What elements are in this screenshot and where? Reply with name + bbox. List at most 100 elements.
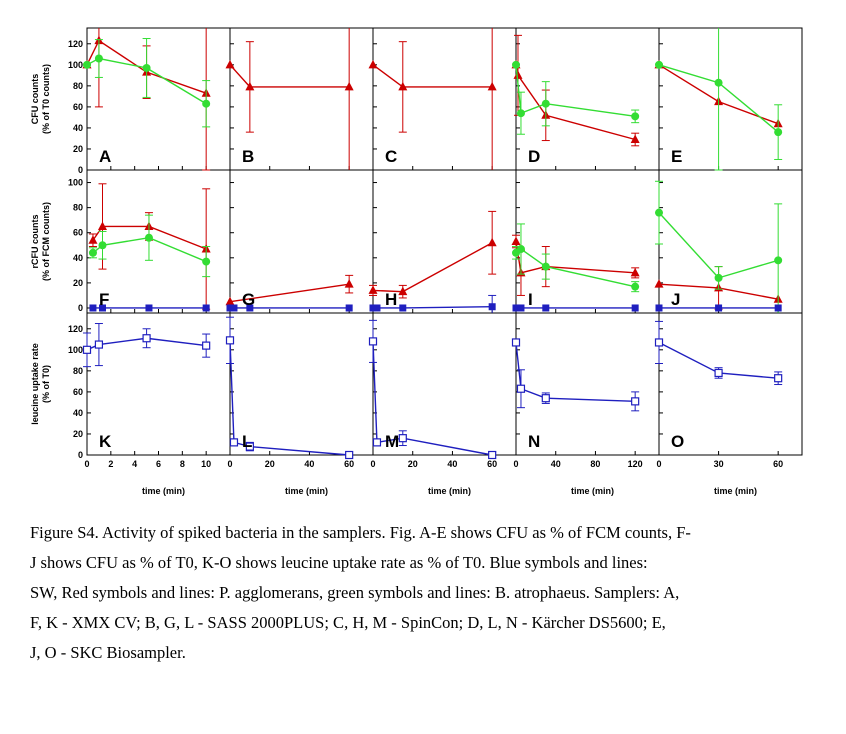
series-line-p-agglomerans <box>229 283 350 303</box>
data-point-sw <box>142 334 151 343</box>
y-axis-label: (% of FCM counts) <box>41 202 51 281</box>
data-point-sw <box>516 384 526 393</box>
figure-caption: Figure S4. Activity of spiked bacteria i… <box>30 518 830 668</box>
x-tick-label: 60 <box>344 459 354 469</box>
y-tick-label: 100 <box>68 345 83 355</box>
data-point-sw <box>98 304 106 312</box>
series-line-p-agglomerans <box>92 225 207 250</box>
caption-line-5: J, O - SKC Biosampler. <box>30 643 186 662</box>
panel-label: K <box>99 432 112 451</box>
y-tick-label: 120 <box>68 39 83 49</box>
y-tick-label: 40 <box>73 123 83 133</box>
data-point-b-atrophaeus <box>714 273 723 282</box>
x-tick-label: 40 <box>447 459 457 469</box>
y-tick-label: 20 <box>73 278 83 288</box>
y-tick-label: 60 <box>73 387 83 397</box>
data-point-b-atrophaeus <box>516 245 525 254</box>
x-tick-label: 6 <box>156 459 161 469</box>
panel-label: I <box>528 290 533 309</box>
y-tick-label: 100 <box>68 178 83 188</box>
data-point-sw <box>145 304 153 312</box>
panel-c: C <box>368 28 497 170</box>
panel-label: O <box>671 432 684 451</box>
data-point-b-atrophaeus <box>631 112 640 121</box>
data-point-sw <box>517 304 525 312</box>
series-line-sw <box>86 337 207 351</box>
data-point-sw <box>774 304 782 312</box>
data-point-b-atrophaeus <box>774 128 783 137</box>
x-axis-label: time (min) <box>285 486 328 496</box>
data-point-sw <box>373 304 381 312</box>
panel-o: O <box>654 320 783 451</box>
data-point-p-agglomerans <box>487 81 497 91</box>
data-point-sw <box>399 304 407 312</box>
series-line-sw <box>229 340 350 456</box>
panel-m: M <box>368 319 497 460</box>
data-point-p-agglomerans <box>368 59 378 69</box>
data-point-sw <box>398 434 407 443</box>
y-tick-label: 20 <box>73 144 83 154</box>
y-tick-label: 0 <box>78 165 83 175</box>
x-axis-label: time (min) <box>428 486 471 496</box>
panel-k: K <box>82 323 211 451</box>
panel-f: F <box>88 183 211 312</box>
panel-label: B <box>242 147 254 166</box>
data-point-sw <box>631 304 639 312</box>
data-point-b-atrophaeus <box>202 99 211 108</box>
series-line-p-agglomerans <box>515 241 636 274</box>
data-point-p-agglomerans <box>245 81 255 91</box>
x-axis-label: time (min) <box>142 486 185 496</box>
data-point-b-atrophaeus <box>516 109 525 118</box>
data-point-sw <box>202 304 210 312</box>
panel-label: C <box>385 147 397 166</box>
data-point-sw <box>654 338 664 347</box>
data-point-p-agglomerans <box>368 285 378 294</box>
data-point-p-agglomerans <box>511 236 521 245</box>
panel-n: N <box>511 338 640 451</box>
y-tick-label: 20 <box>73 429 83 439</box>
series-line-p-agglomerans <box>86 39 207 94</box>
panel-j: J <box>654 180 783 313</box>
series-line-p-agglomerans <box>515 64 636 141</box>
x-tick-label: 0 <box>656 459 661 469</box>
x-tick-label: 40 <box>551 459 561 469</box>
x-axis-label: time (min) <box>571 486 614 496</box>
panel-b: B <box>225 28 354 170</box>
panel-d: D <box>511 34 640 166</box>
data-point-b-atrophaeus <box>655 208 663 217</box>
data-point-p-agglomerans <box>398 81 408 91</box>
data-point-sw <box>511 338 521 347</box>
series-line-sw <box>515 342 636 403</box>
x-axis-label: time (min) <box>714 486 757 496</box>
series-line-p-agglomerans <box>372 64 493 88</box>
data-point-sw <box>225 336 235 345</box>
panel-label: N <box>528 432 540 451</box>
data-point-b-atrophaeus <box>541 99 550 108</box>
data-point-b-atrophaeus <box>714 78 723 87</box>
data-point-p-agglomerans <box>630 134 640 143</box>
caption-line-1: Figure S4. Activity of spiked bacteria i… <box>30 523 691 542</box>
data-point-b-atrophaeus <box>88 248 97 257</box>
x-tick-label: 20 <box>408 459 418 469</box>
series-line-p-agglomerans <box>229 64 350 88</box>
data-point-b-atrophaeus <box>142 63 151 72</box>
data-point-sw <box>714 368 723 378</box>
data-point-b-atrophaeus <box>512 60 520 69</box>
data-point-b-atrophaeus <box>83 60 91 69</box>
panel-label: L <box>242 432 252 451</box>
x-tick-label: 80 <box>590 459 600 469</box>
data-point-sw <box>488 450 497 460</box>
data-point-sw <box>246 304 254 312</box>
x-tick-label: 4 <box>132 459 137 469</box>
x-tick-label: 8 <box>180 459 185 469</box>
panel-label: D <box>528 147 540 166</box>
data-point-b-atrophaeus <box>541 262 550 271</box>
panel-l: L <box>225 316 354 460</box>
y-tick-label: 80 <box>73 366 83 376</box>
x-tick-label: 20 <box>265 459 275 469</box>
data-point-sw <box>631 397 640 406</box>
data-point-sw <box>202 341 211 350</box>
data-point-p-agglomerans <box>344 81 354 91</box>
data-point-sw <box>345 450 354 460</box>
